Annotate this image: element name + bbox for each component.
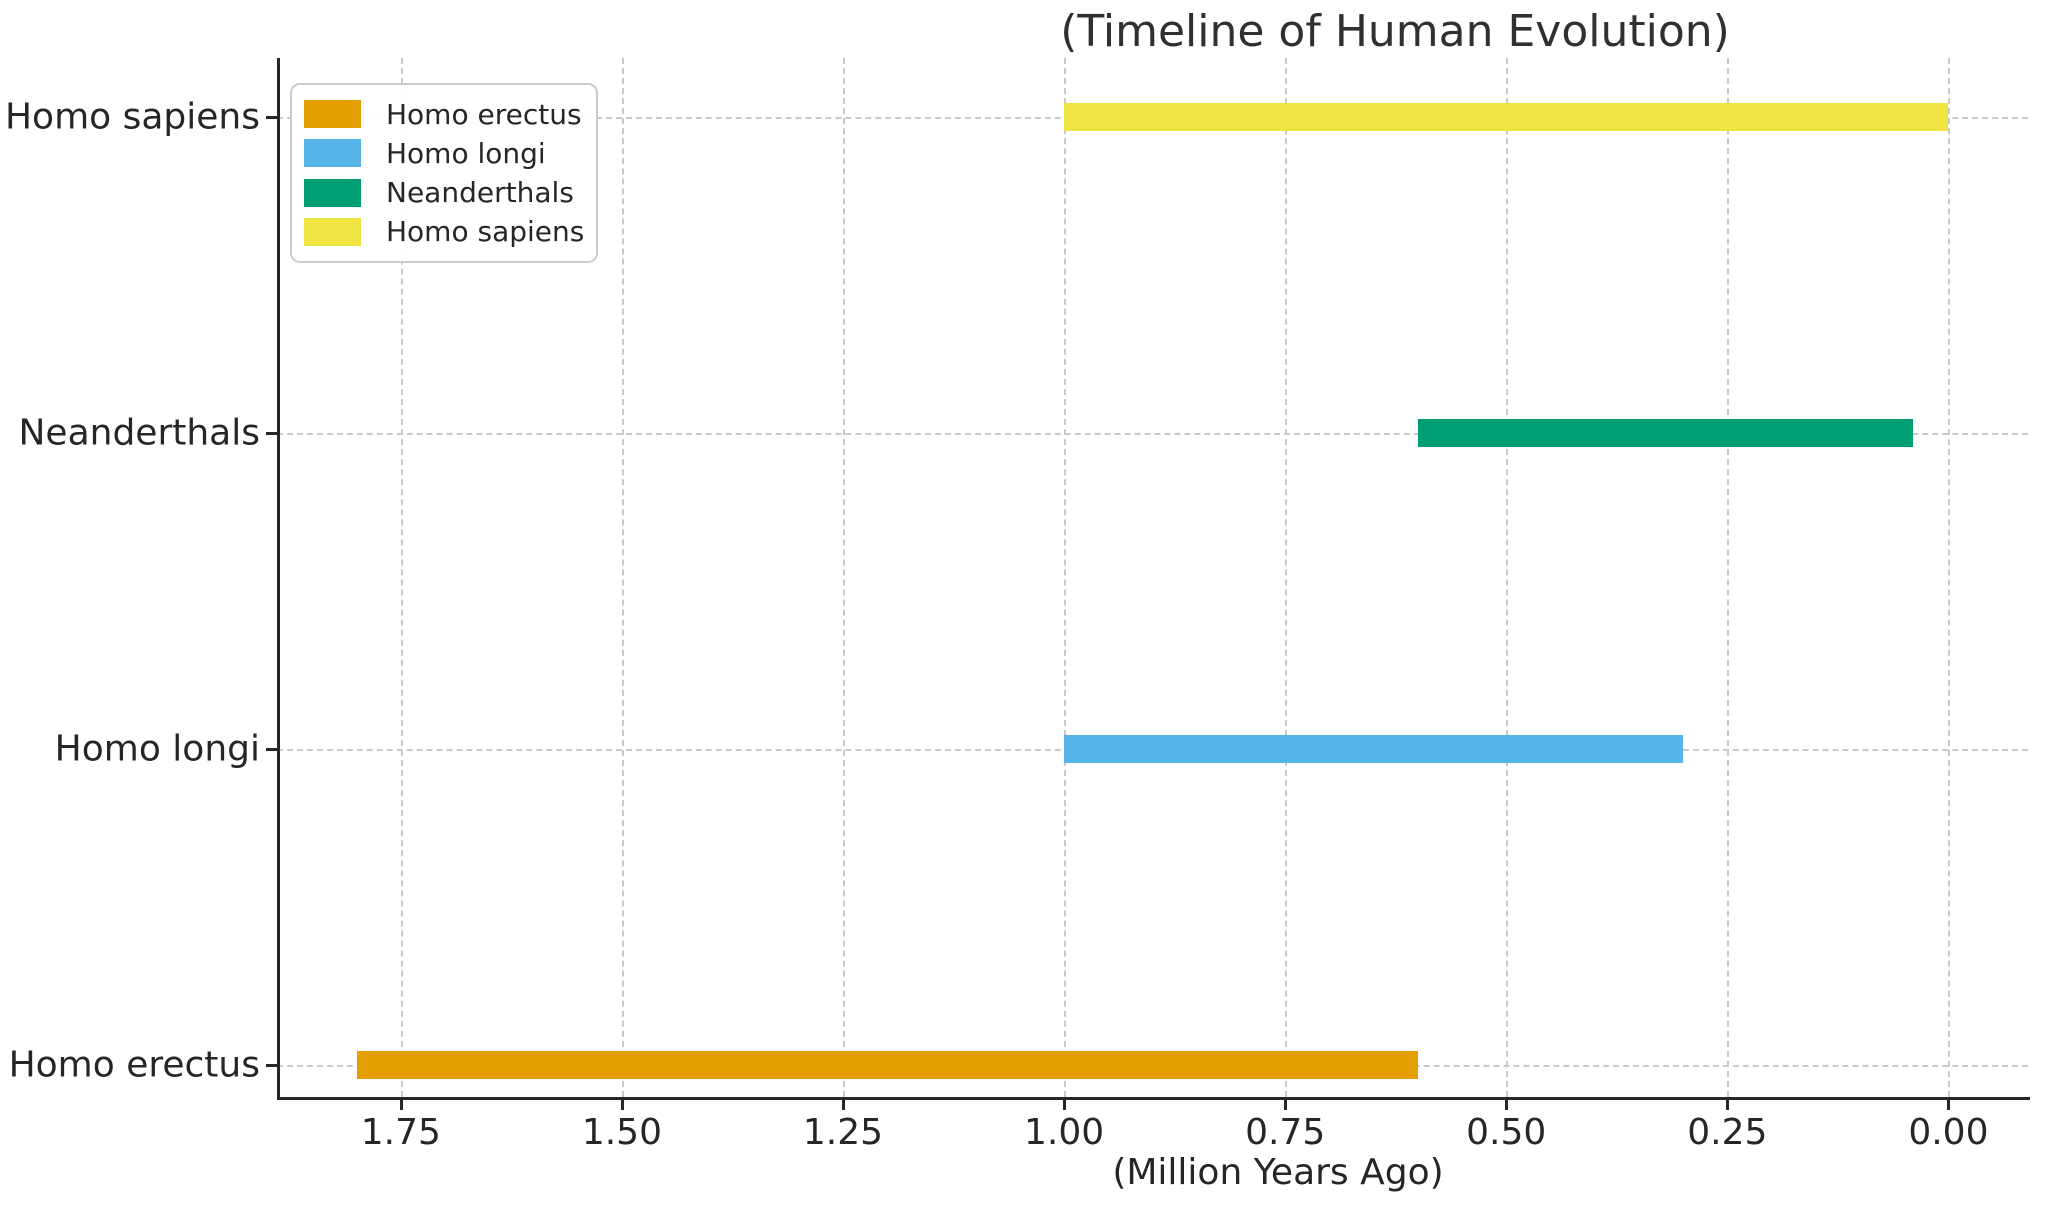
x-tick-label: 1.50: [581, 1112, 662, 1153]
gridline-vertical: [1506, 58, 1509, 1097]
x-axis-spine: [277, 1097, 2030, 1100]
x-tick-label: 0.25: [1687, 1112, 1768, 1153]
timeline-bar: [1064, 734, 1684, 763]
timeline-bar: [356, 1050, 1418, 1079]
x-tick-mark: [841, 1100, 845, 1110]
y-axis-label: Homo longi: [54, 728, 260, 770]
timeline-bar: [1064, 103, 1949, 131]
x-tick-label: 1.25: [802, 1112, 884, 1153]
legend-label: Homo sapiens: [386, 215, 585, 249]
y-tick-mark: [266, 432, 277, 435]
x-tick-mark: [1947, 1100, 1951, 1110]
legend: Homo erectus Homo longi Neanderthals Homo s…: [290, 83, 598, 263]
y-tick-mark: [266, 1063, 277, 1067]
gridline-vertical: [842, 58, 845, 1097]
x-tick-mark: [1505, 1100, 1509, 1110]
x-tick-mark: [1284, 1100, 1288, 1110]
gridline-horizontal: [277, 433, 2028, 435]
x-tick-mark: [620, 1100, 624, 1110]
legend-item: Homo longi: [304, 134, 582, 172]
legend-swatch: [304, 100, 361, 128]
plot-area: [277, 58, 2028, 1097]
y-axis-label: Neanderthals: [18, 412, 260, 454]
x-axis-label: (Million Years Ago): [1112, 1152, 1444, 1193]
x-tick-mark: [399, 1100, 403, 1110]
x-tick-mark: [1726, 1100, 1730, 1110]
y-tick-mark: [266, 747, 277, 751]
x-tick-label: 0.75: [1245, 1112, 1326, 1153]
gridline-vertical: [1727, 58, 1730, 1097]
legend-label: Homo erectus: [386, 97, 582, 131]
y-axis-label: Homo sapiens: [4, 96, 260, 138]
legend-swatch: [304, 217, 361, 246]
legend-swatch: [304, 178, 361, 207]
legend-item: Homo sapiens: [304, 213, 585, 251]
y-axis-label: Homo erectus: [8, 1044, 260, 1086]
gridline-vertical: [400, 58, 403, 1097]
gridline-vertical: [621, 58, 624, 1097]
gridline-vertical: [1948, 58, 1951, 1097]
legend-label: Homo longi: [386, 136, 546, 170]
legend-label: Neanderthals: [386, 176, 574, 210]
x-tick-label: 0.00: [1908, 1112, 1989, 1153]
y-axis-spine: [277, 58, 280, 1100]
gridline-vertical: [1064, 58, 1067, 1097]
gridline-vertical: [1285, 58, 1288, 1097]
timeline-bar: [1417, 419, 1914, 447]
chart-title: (Timeline of Human Evolution): [1060, 6, 1730, 57]
y-tick-mark: [266, 116, 277, 119]
legend-swatch: [304, 139, 361, 168]
legend-item: Neanderthals: [304, 174, 582, 212]
x-tick-label: 1.00: [1023, 1112, 1105, 1153]
legend-item: Homo erectus: [304, 95, 582, 133]
x-tick-mark: [1063, 1100, 1067, 1110]
x-tick-label: 0.50: [1466, 1112, 1547, 1153]
x-tick-label: 1.75: [360, 1112, 441, 1153]
